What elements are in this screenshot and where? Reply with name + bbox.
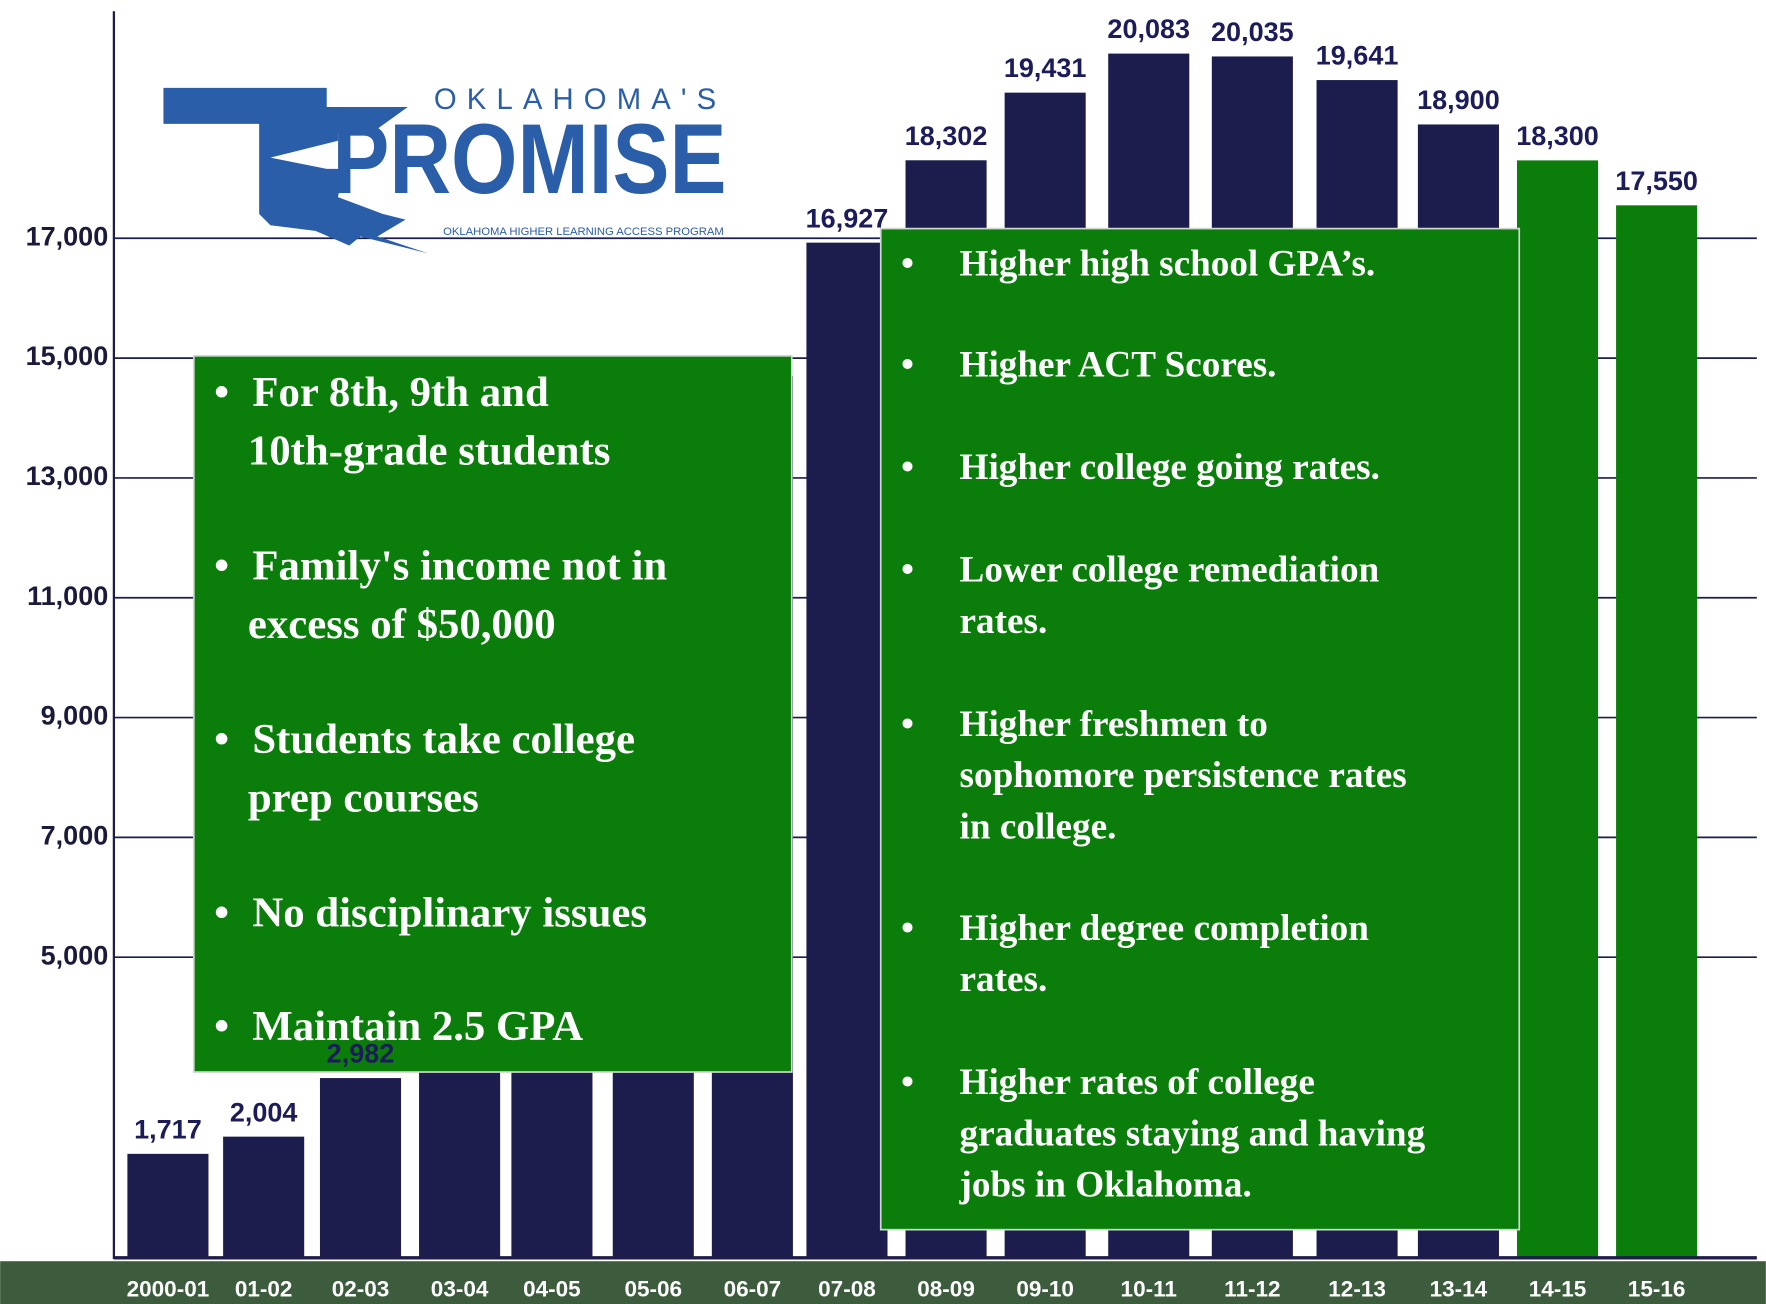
annotation-box bbox=[192, 354, 793, 1073]
bullet-text: in college. bbox=[960, 806, 1117, 847]
y-tick-label: 13,000 bbox=[26, 461, 109, 491]
y-tick-label: 15,000 bbox=[26, 341, 109, 371]
bar bbox=[223, 1136, 305, 1257]
x-tick-label: 10-11 bbox=[1121, 1276, 1177, 1301]
bullet-text: 10th-grade students bbox=[248, 428, 610, 475]
x-tick-label: 01-02 bbox=[235, 1276, 293, 1301]
y-tick-label: 9,000 bbox=[41, 701, 109, 731]
x-tick-label: 03-04 bbox=[431, 1276, 489, 1301]
footer-band bbox=[0, 1261, 1766, 1304]
x-tick-label: 2000-01 bbox=[127, 1276, 210, 1301]
bullet-text: Maintain 2.5 GPA bbox=[252, 1003, 583, 1050]
y-tick-label: 7,000 bbox=[41, 820, 109, 850]
bullet-text: Higher rates of college bbox=[960, 1062, 1315, 1103]
bullet-dot: • bbox=[214, 1003, 229, 1050]
value-label: 16,927 bbox=[806, 203, 889, 233]
logo: OKLAHOMA'S PROMISE OKLAHOMA HIGHER LEARN… bbox=[163, 84, 726, 254]
bar bbox=[1516, 160, 1599, 1257]
bullet-text: rates. bbox=[960, 959, 1048, 1000]
bullet-text: Higher freshmen to bbox=[960, 704, 1268, 745]
annotation-box bbox=[879, 227, 1521, 1231]
value-label: 19,431 bbox=[1004, 53, 1087, 83]
bullet-dot: • bbox=[901, 704, 914, 745]
value-label: 18,900 bbox=[1417, 85, 1500, 115]
x-tick-label: 12-13 bbox=[1328, 1276, 1386, 1301]
value-label: 20,083 bbox=[1107, 14, 1190, 44]
value-label: 2,982 bbox=[327, 1039, 395, 1069]
value-label: 1,717 bbox=[134, 1114, 202, 1144]
value-label: 19,641 bbox=[1316, 41, 1399, 71]
x-tick-label: 04-05 bbox=[523, 1276, 581, 1301]
bullet-dot: • bbox=[214, 369, 229, 416]
bullet-text: prep courses bbox=[248, 775, 479, 822]
bullet-dot: • bbox=[214, 716, 229, 763]
x-tick-label: 14-15 bbox=[1529, 1276, 1587, 1301]
bar bbox=[319, 1078, 402, 1257]
bullet-text: Students take college bbox=[252, 716, 635, 763]
value-label: 18,302 bbox=[905, 121, 988, 151]
y-tick-label: 17,000 bbox=[26, 221, 109, 251]
x-tick-label: 07-08 bbox=[818, 1276, 876, 1301]
bar bbox=[127, 1153, 209, 1257]
x-tick-label: 08-09 bbox=[917, 1276, 975, 1301]
bullet-dot: • bbox=[214, 543, 229, 590]
bullet-text: Higher ACT Scores. bbox=[960, 345, 1277, 386]
bullet-text: rates. bbox=[960, 601, 1048, 642]
y-tick-label: 11,000 bbox=[27, 581, 108, 611]
x-tick-label: 15-16 bbox=[1628, 1276, 1686, 1301]
x-tick-label: 13-14 bbox=[1430, 1276, 1488, 1301]
bullet-text: Higher high school GPA’s. bbox=[960, 243, 1376, 284]
bullet-dot: • bbox=[901, 550, 914, 591]
bullet-text: graduates staying and having bbox=[960, 1113, 1426, 1154]
bullet-text: sophomore persistence rates bbox=[960, 755, 1407, 796]
value-label: 18,300 bbox=[1516, 121, 1599, 151]
logo-main: PROMISE bbox=[332, 103, 726, 214]
logo-top: OKLAHOMA'S bbox=[434, 84, 726, 116]
bullet-dot: • bbox=[901, 1062, 914, 1103]
bar bbox=[806, 242, 888, 1257]
bullet-dot: • bbox=[901, 345, 914, 386]
value-label: 17,550 bbox=[1615, 166, 1698, 196]
x-tick-label: 06-07 bbox=[724, 1276, 782, 1301]
bullet-dot: • bbox=[901, 243, 914, 284]
bullet-text: Higher college going rates. bbox=[960, 447, 1380, 488]
value-label: 20,035 bbox=[1211, 17, 1294, 47]
bullet-dot: • bbox=[901, 908, 914, 949]
bullet-text: For 8th, 9th and bbox=[252, 369, 549, 416]
bullet-text: excess of $50,000 bbox=[248, 601, 556, 648]
bullet-text: Higher degree completion bbox=[960, 908, 1370, 949]
logo-shape bbox=[163, 87, 429, 254]
bullet-text: jobs in Oklahoma. bbox=[959, 1165, 1252, 1206]
bullet-dot: • bbox=[901, 447, 914, 488]
value-label: 2,004 bbox=[230, 1097, 298, 1127]
bar bbox=[1616, 205, 1698, 1257]
x-tick-label: 05-06 bbox=[624, 1276, 682, 1301]
bullet-text: No disciplinary issues bbox=[252, 889, 647, 936]
logo-sub: OKLAHOMA HIGHER LEARNING ACCESS PROGRAM bbox=[443, 226, 724, 238]
x-tick-label: 09-10 bbox=[1016, 1276, 1074, 1301]
x-tick-label: 02-03 bbox=[332, 1276, 390, 1301]
x-tick-label: 11-12 bbox=[1224, 1276, 1280, 1301]
bullet-text: Lower college remediation bbox=[960, 550, 1380, 591]
y-tick-label: 5,000 bbox=[41, 940, 109, 970]
bullet-text: Family's income not in bbox=[252, 543, 667, 590]
bullet-dot: • bbox=[214, 889, 229, 936]
